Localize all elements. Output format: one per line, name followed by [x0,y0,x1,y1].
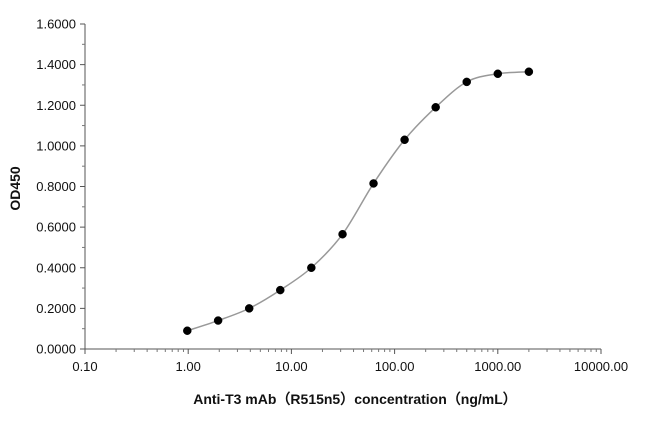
points-layer [183,67,534,335]
x-tick-label: 100.00 [375,359,415,374]
y-tick-label: 1.0000 [36,138,76,153]
data-point [400,135,409,145]
x-tick-label: 1000.00 [474,359,521,374]
axes-layer: 0.0000 0.2000 0.4000 0.6000 0.8000 1.0000 1.20… [36,17,628,375]
data-point [524,67,534,76]
y-tick-label: 0.4000 [36,260,76,275]
x-tick-label: 1.00 [176,359,201,374]
y-tick-label: 0.2000 [36,301,76,316]
y-tick-label: 0.0000 [36,342,76,357]
data-point [244,304,254,313]
fit-curve [187,70,529,332]
y-tick-label: 1.6000 [36,17,76,32]
data-point [183,326,192,335]
y-tick-label: 1.2000 [36,98,76,113]
data-point [431,103,440,112]
data-point [462,77,471,87]
y-tick-label: 1.4000 [36,57,76,72]
data-point [369,179,378,188]
x-tick-label: 10.00 [275,359,308,374]
data-point [213,316,223,325]
x-axis-title: Anti-T3 mAb（R515n5）concentration（ng/mL） [193,391,517,407]
labels-layer: Anti-T3 mAb（R515n5）concentration（ng/mL） … [7,166,517,407]
y-axis-title: OD450 [7,166,23,211]
data-point [493,69,503,79]
y-tick-label: 0.8000 [36,179,76,194]
x-tick-label: 10000.00 [574,359,628,374]
data-point [276,285,285,295]
data-point [338,229,347,239]
y-tick-label: 0.6000 [36,220,76,235]
data-point [307,263,316,272]
x-tick-label: 0.10 [72,359,97,374]
curve-layer [187,70,529,332]
